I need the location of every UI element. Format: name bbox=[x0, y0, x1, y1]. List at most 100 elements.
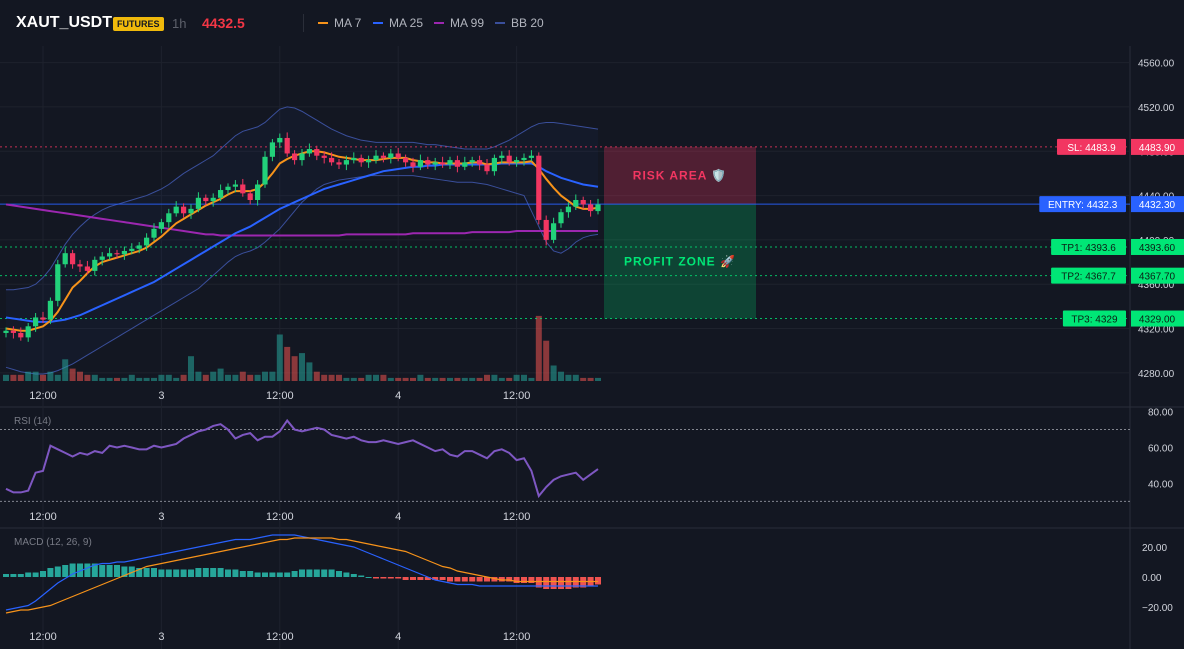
legend-ma7[interactable]: MA 7 bbox=[318, 16, 361, 30]
price-tick-label: 4520.00 bbox=[1138, 103, 1175, 114]
macd-histogram-bar bbox=[424, 577, 431, 580]
candle-body bbox=[521, 157, 527, 161]
volume-bar bbox=[202, 374, 209, 381]
macd-signal-line bbox=[5, 537, 598, 614]
volume-bar bbox=[587, 377, 594, 381]
macd-histogram-bar bbox=[336, 571, 342, 577]
time-label: 4 bbox=[395, 390, 401, 402]
candle-body bbox=[373, 155, 379, 161]
time-label: 12:00 bbox=[29, 511, 57, 523]
candle-body bbox=[10, 330, 16, 333]
legend-ma7-label: MA 7 bbox=[334, 16, 362, 30]
candle-body bbox=[491, 157, 497, 172]
bb20-swatch bbox=[495, 22, 505, 24]
candle-body bbox=[595, 204, 601, 212]
volume-bar bbox=[210, 371, 217, 381]
volume-bar bbox=[91, 374, 98, 381]
candle-body bbox=[528, 155, 534, 158]
macd-histogram-bar bbox=[195, 568, 202, 577]
candle-body bbox=[166, 213, 172, 223]
candle-body bbox=[47, 300, 53, 320]
volume-bar bbox=[417, 374, 424, 381]
candle-body bbox=[158, 222, 164, 229]
volume-bar bbox=[25, 371, 32, 381]
legend-bb20[interactable]: BB 20 bbox=[495, 16, 544, 30]
rsi-label: RSI (14) bbox=[14, 416, 51, 427]
volume-bar bbox=[106, 377, 113, 381]
macd-histogram-bar bbox=[247, 571, 254, 577]
macd-histogram-bar bbox=[461, 577, 468, 582]
macd-pane: MACD (12, 26, 9) 20.00 0.00 −20.00 bbox=[3, 534, 1173, 614]
bb-lower-line bbox=[5, 175, 599, 375]
tp3-axis-marker bbox=[1131, 310, 1184, 327]
candle-body bbox=[321, 155, 327, 158]
macd-histogram-bar bbox=[25, 572, 32, 577]
volume-bar bbox=[158, 374, 165, 381]
price-axis[interactable]: 4560.004520.004480.004440.004400.004360.… bbox=[1138, 59, 1175, 380]
price-tick-label: 4280.00 bbox=[1138, 369, 1175, 380]
candle-body bbox=[506, 155, 512, 163]
rsi-tick-label: 80.00 bbox=[1148, 408, 1173, 419]
volume-bar bbox=[151, 377, 157, 381]
ma99-swatch bbox=[434, 22, 444, 24]
time-label: 4 bbox=[395, 511, 401, 523]
candle-body bbox=[277, 137, 283, 143]
time-label: 3 bbox=[158, 631, 164, 643]
rsi-tick-label: 60.00 bbox=[1148, 444, 1173, 455]
bollinger-bands bbox=[5, 106, 599, 375]
ma7-swatch bbox=[318, 22, 328, 24]
volume-bar bbox=[195, 371, 202, 381]
candle-body bbox=[84, 266, 90, 271]
macd-histogram-bar bbox=[262, 572, 268, 577]
volume-bar bbox=[84, 374, 91, 381]
ma25-line bbox=[5, 162, 599, 323]
macd-histogram-bar bbox=[17, 574, 24, 577]
candle-body bbox=[514, 160, 520, 163]
macd-histogram-bar bbox=[402, 577, 409, 580]
candle-body bbox=[203, 197, 209, 202]
volume-bar bbox=[225, 374, 231, 381]
tp2-tag-label: TP2: 4367.7 bbox=[1061, 272, 1116, 283]
legend-ma25[interactable]: MA 25 bbox=[373, 16, 423, 30]
macd-histogram-bar bbox=[521, 577, 527, 583]
volume-bar bbox=[262, 371, 268, 381]
macd-histogram-bar bbox=[313, 569, 320, 577]
rsi-tick-label: 40.00 bbox=[1148, 479, 1173, 490]
candle-body bbox=[336, 162, 342, 165]
macd-histogram-bar bbox=[99, 565, 106, 577]
bb-upper-line bbox=[6, 106, 599, 291]
tp1-axis-label: 4393.60 bbox=[1139, 243, 1176, 254]
candle-body bbox=[388, 153, 394, 158]
volume-bar bbox=[313, 371, 320, 381]
candle-body bbox=[306, 149, 312, 154]
tp2-tag bbox=[1051, 267, 1126, 284]
candle-body bbox=[440, 162, 446, 165]
symbol-name[interactable]: XAUT_USDT bbox=[16, 14, 113, 31]
macd-histogram-bar bbox=[121, 566, 128, 577]
candle-body bbox=[380, 155, 386, 158]
candle-body bbox=[395, 153, 401, 158]
time-axes[interactable]: 12:00 3 12:00 4 12:00 12:00 3 12:00 4 12:00 12:00 3… bbox=[29, 390, 530, 643]
volume-bar bbox=[239, 371, 246, 381]
tp1-axis-marker bbox=[1131, 238, 1184, 255]
candle-body bbox=[462, 162, 468, 167]
macd-histogram-bar bbox=[410, 577, 416, 580]
candle-body bbox=[484, 164, 490, 172]
legend-ma99[interactable]: MA 99 bbox=[434, 16, 484, 30]
candle-body bbox=[499, 155, 505, 158]
time-label: 12:00 bbox=[503, 390, 531, 402]
candle-body bbox=[114, 253, 120, 255]
macd-histogram-bar bbox=[565, 577, 572, 589]
macd-histogram-bar bbox=[84, 563, 91, 577]
sl-tag bbox=[1057, 138, 1126, 155]
macd-tick-label: −20.00 bbox=[1142, 603, 1173, 614]
candle-body bbox=[262, 156, 268, 185]
volume-bar bbox=[165, 374, 172, 381]
volume-bars bbox=[3, 315, 601, 381]
tp3-tag-label: TP3: 4329 bbox=[1071, 315, 1118, 326]
sl-axis-marker bbox=[1131, 138, 1184, 155]
macd-tick-label: 20.00 bbox=[1142, 543, 1167, 554]
volume-bar bbox=[247, 374, 254, 381]
timeframe-label[interactable]: 1h bbox=[172, 16, 187, 31]
